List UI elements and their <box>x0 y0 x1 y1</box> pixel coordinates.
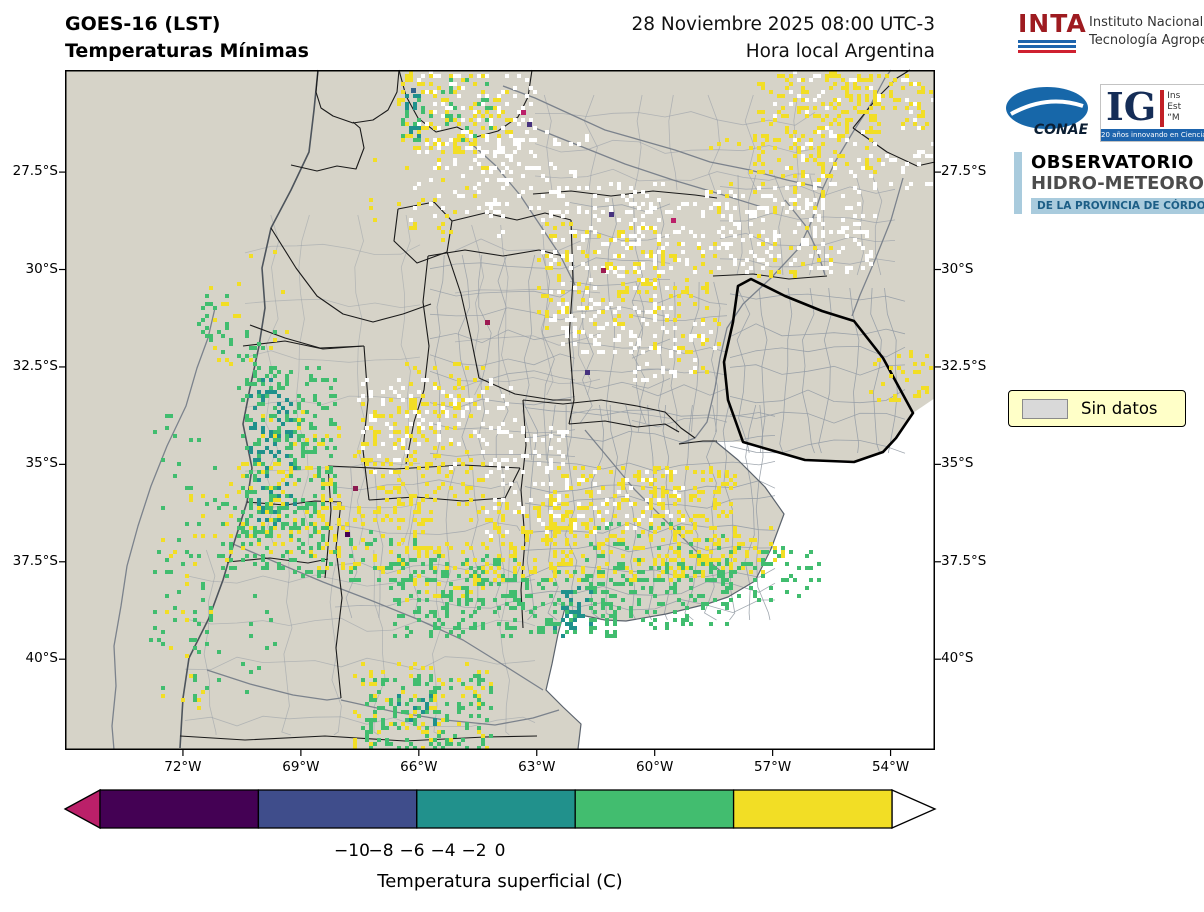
y-tick-label-right: 40°S <box>941 650 974 667</box>
map <box>65 69 936 751</box>
ig-side-line-2: Est <box>1167 102 1182 112</box>
colorbar <box>63 788 937 830</box>
local-time-line: Hora local Argentina <box>745 41 935 62</box>
y-tick-label-right: 32.5°S <box>941 357 987 374</box>
observatorio-line-1: OBSERVATORIO <box>1031 152 1194 173</box>
title-line-2: Temperaturas Mínimas <box>65 40 309 62</box>
date-block: 28 Noviembre 2025 08:00 UTC-3 Hora local… <box>440 11 935 65</box>
inta-name-line-1: Instituto Nacional de <box>1089 15 1204 30</box>
y-tick-label-left: 32.5°S <box>12 357 58 374</box>
colorbar-over-arrow <box>891 789 937 829</box>
y-tick-label-left: 27.5°S <box>12 163 58 180</box>
colorbar-under-arrow <box>63 788 101 830</box>
colorbar-tick-label: −2 <box>461 841 487 861</box>
x-tick-label: 69°W <box>282 759 320 775</box>
chile-border <box>179 69 319 749</box>
ig-side-line-3: “M <box>1167 113 1180 123</box>
inta-logo: INTA Instituto Nacional de Tecnología Ag… <box>1015 8 1204 57</box>
x-tick-label: 60°W <box>636 759 674 775</box>
y-tick-label-right: 27.5°S <box>941 163 987 180</box>
y-tick-label-right: 37.5°S <box>941 552 987 569</box>
inta-name: Instituto Nacional de Tecnología Agropec <box>1089 8 1204 50</box>
inta-logo-mark: INTA <box>1015 8 1087 57</box>
ig-side-text: Ins Est “M <box>1167 85 1181 141</box>
map-frame <box>65 70 935 750</box>
conae-globe-icon <box>1006 87 1088 129</box>
y-tick-label-right: 35°S <box>941 455 974 472</box>
inta-stripe-blue-1 <box>1018 40 1076 43</box>
x-tick-label: 57°W <box>753 759 792 775</box>
temperature-pixels <box>149 70 935 750</box>
colorbar-tick-label: −4 <box>430 841 456 861</box>
no-data-swatch <box>1022 398 1068 419</box>
colorbar-tick-label: −10 <box>334 841 370 861</box>
colorbar-segment <box>574 789 735 829</box>
colorbar-label: Temperatura superficial (C) <box>377 871 623 892</box>
conae-logo: CONAE <box>1003 84 1098 142</box>
ocean <box>546 398 935 750</box>
x-tick-label: 54°W <box>871 759 910 775</box>
colorbar-segment <box>99 789 260 829</box>
figure-title: GOES-16 (LST) Temperaturas Mínimas <box>65 11 309 65</box>
inta-logo-text: INTA <box>1018 9 1087 38</box>
conae-swoosh-icon <box>1010 99 1084 116</box>
ig-side-line-1: Ins <box>1167 91 1181 101</box>
colorbar-tick-label: −8 <box>368 841 394 861</box>
observatorio-line-2: HIDRO-METEOROLÓG <box>1031 173 1204 194</box>
inta-stripe-blue-2 <box>1018 45 1076 48</box>
observatorio-text: OBSERVATORIO HIDRO-METEOROLÓG DE LA PROV… <box>1031 152 1204 214</box>
y-tick-label-left: 40°S <box>25 650 59 667</box>
observatorio-logo: OBSERVATORIO HIDRO-METEOROLÓG DE LA PROV… <box>1014 152 1204 214</box>
legend-sin-datos: Sin datos <box>1008 390 1186 427</box>
x-tick-label: 66°W <box>400 759 438 775</box>
x-tick-label: 63°W <box>518 759 556 775</box>
title-line-1: GOES-16 (LST) <box>65 13 221 35</box>
no-data-label: Sin datos <box>1081 399 1158 418</box>
ig-logo-text: IG <box>1106 84 1157 129</box>
inta-stripe-red <box>1018 50 1076 53</box>
y-tick-label-right: 30°S <box>941 260 974 277</box>
colorbar-tick-label: −6 <box>399 841 425 861</box>
y-tick-label-left: 30°S <box>25 260 59 277</box>
inta-name-line-2: Tecnología Agropec <box>1089 33 1204 48</box>
y-tick-label-left: 37.5°S <box>12 552 58 569</box>
colorbar-tick-label: 0 <box>494 841 506 861</box>
colorbar-segment <box>732 789 893 829</box>
x-tick-label: 72°W <box>164 759 202 775</box>
atlantic-coastline <box>545 440 785 750</box>
ig-banner: 20 años innovando en Ciencia y E <box>1101 129 1204 141</box>
observatorio-blue-bar <box>1014 152 1022 214</box>
y-tick-label-left: 35°S <box>25 455 59 472</box>
uruguay-border <box>722 277 915 464</box>
province-borders <box>179 69 936 742</box>
date-line: 28 Noviembre 2025 08:00 UTC-3 <box>631 14 935 35</box>
ig-red-bar <box>1160 90 1165 127</box>
ig-logo: IG Ins Est “M 20 años innovando en Cienc… <box>1100 84 1204 142</box>
colorbar-segment <box>416 789 576 829</box>
observatorio-line-3: DE LA PROVINCIA DE CÓRDOBA <box>1031 198 1204 214</box>
conae-logo-text: CONAE <box>1034 122 1089 138</box>
colorbar-segment <box>257 789 418 829</box>
